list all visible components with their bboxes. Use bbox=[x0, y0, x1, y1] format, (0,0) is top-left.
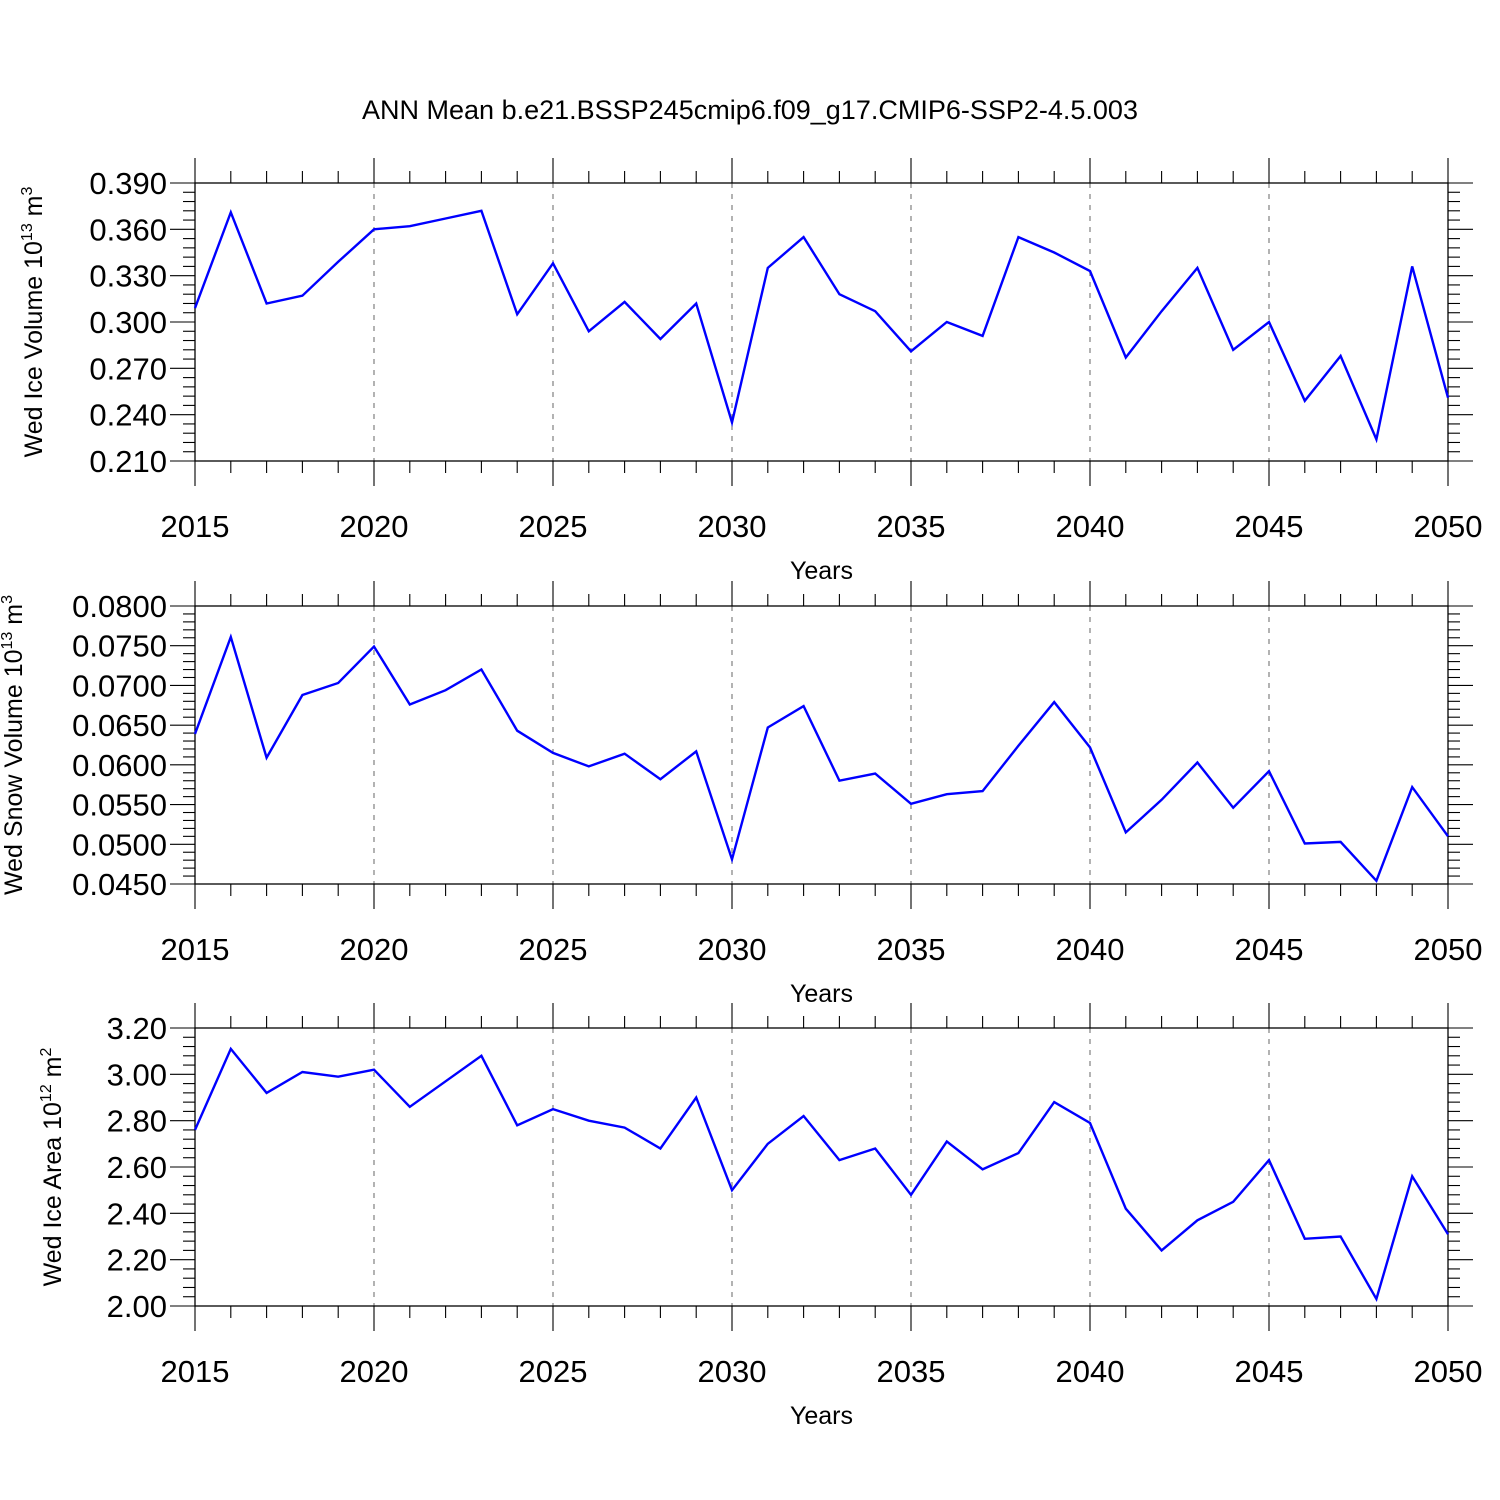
y-tick-label: 2.00 bbox=[107, 1289, 167, 1324]
y-tick-label: 0.210 bbox=[89, 444, 167, 479]
plot-frame bbox=[194, 605, 1449, 885]
x-tick-label: 2050 bbox=[1414, 1354, 1483, 1389]
plot-frame bbox=[194, 182, 1449, 462]
series-line bbox=[193, 633, 1449, 884]
x-tick-label: 2015 bbox=[161, 509, 230, 544]
y-tick-label: 0.300 bbox=[89, 305, 167, 340]
y-tick-label: 0.330 bbox=[89, 259, 167, 294]
y-tick-label: 2.40 bbox=[107, 1196, 167, 1231]
series-line bbox=[193, 208, 1450, 444]
x-axis-label: Years bbox=[790, 557, 853, 585]
y-tick-label: 0.0700 bbox=[72, 668, 167, 703]
y-tick-label: 0.360 bbox=[89, 212, 167, 247]
x-tick-label: 2045 bbox=[1235, 1354, 1304, 1389]
y-tick-label: 0.390 bbox=[89, 166, 167, 201]
y-axis-label: Wed Snow Volume 1013 m3 bbox=[0, 595, 28, 895]
y-axis-label-part: 3 bbox=[0, 595, 16, 604]
y-axis-label-part: m bbox=[0, 604, 28, 632]
y-axis-label-part: Wed Ice Volume 10 bbox=[20, 241, 48, 457]
panel-2: 0.0450 0.0500 0.0550 0.0600 0.0650 0.0700 0.07… bbox=[0, 581, 1482, 1008]
x-tick-label: 2015 bbox=[161, 932, 230, 967]
y-axis-label-part: 13 bbox=[19, 223, 36, 241]
y-axis-label-part: 3 bbox=[19, 186, 36, 195]
figure-title: ANN Mean b.e21.BSSP245cmip6.f09_g17.CMIP… bbox=[362, 95, 1138, 125]
panel-1: 0.210 0.240 0.270 0.300 0.330 0.360 0.390 2015 2… bbox=[19, 158, 1482, 585]
x-tick-label: 2035 bbox=[877, 1354, 946, 1389]
y-tick-label: 0.0650 bbox=[72, 708, 167, 743]
y-tick-label: 0.0600 bbox=[72, 748, 167, 783]
y-axis-label: Wed Ice Volume 1013 m3 bbox=[19, 186, 48, 457]
y-tick-label: 0.270 bbox=[89, 351, 167, 386]
y-tick-label: 0.0750 bbox=[72, 629, 167, 664]
y-axis-label-part: 13 bbox=[0, 632, 16, 650]
x-tick-label: 2020 bbox=[340, 1354, 409, 1389]
plot-frame bbox=[194, 1027, 1449, 1307]
y-axis-label-part: 12 bbox=[38, 1084, 55, 1102]
panel-3: 2.00 2.20 2.40 2.60 2.80 3.00 3.20 2015 2020 2025… bbox=[38, 1003, 1482, 1430]
x-tick-label: 2040 bbox=[1056, 509, 1125, 544]
y-tick-label: 0.0450 bbox=[72, 867, 167, 902]
x-tick-label: 2030 bbox=[698, 932, 767, 967]
y-axis-label-part: 2 bbox=[38, 1047, 55, 1056]
y-tick-label: 2.60 bbox=[107, 1150, 167, 1185]
x-tick-label: 2030 bbox=[698, 1354, 767, 1389]
y-tick-label: 0.0550 bbox=[72, 788, 167, 823]
x-tick-label: 2020 bbox=[340, 509, 409, 544]
y-tick-label: 0.0500 bbox=[72, 827, 167, 862]
y-tick-label: 0.0800 bbox=[72, 589, 167, 624]
y-tick-label: 2.80 bbox=[107, 1104, 167, 1139]
x-tick-label: 2030 bbox=[698, 509, 767, 544]
x-tick-label: 2025 bbox=[519, 509, 588, 544]
x-tick-label: 2045 bbox=[1235, 932, 1304, 967]
x-tick-label: 2025 bbox=[519, 1354, 588, 1389]
y-tick-label: 3.20 bbox=[107, 1011, 167, 1046]
y-axis-label: Wed Ice Area 1012 m2 bbox=[38, 1047, 67, 1286]
x-tick-label: 2040 bbox=[1056, 1354, 1125, 1389]
y-tick-label: 3.00 bbox=[107, 1057, 167, 1092]
y-axis-label-part: Wed Ice Area 10 bbox=[39, 1102, 67, 1286]
x-tick-label: 2025 bbox=[519, 932, 588, 967]
x-tick-label: 2015 bbox=[161, 1354, 230, 1389]
y-tick-label: 0.240 bbox=[89, 398, 167, 433]
y-axis-label-part: Wed Snow Volume 10 bbox=[0, 649, 28, 895]
x-tick-label: 2050 bbox=[1414, 509, 1483, 544]
y-tick-label: 2.20 bbox=[107, 1243, 167, 1278]
x-tick-label: 2020 bbox=[340, 932, 409, 967]
series-line bbox=[193, 1046, 1450, 1303]
y-axis-label-part: m bbox=[20, 195, 48, 223]
x-tick-label: 2045 bbox=[1235, 509, 1304, 544]
x-tick-label: 2050 bbox=[1414, 932, 1483, 967]
x-tick-label: 2040 bbox=[1056, 932, 1125, 967]
y-axis-label-part: m bbox=[39, 1056, 67, 1084]
x-axis-label: Years bbox=[790, 980, 853, 1008]
x-axis-label: Years bbox=[790, 1402, 853, 1430]
x-tick-label: 2035 bbox=[877, 932, 946, 967]
x-tick-label: 2035 bbox=[877, 509, 946, 544]
